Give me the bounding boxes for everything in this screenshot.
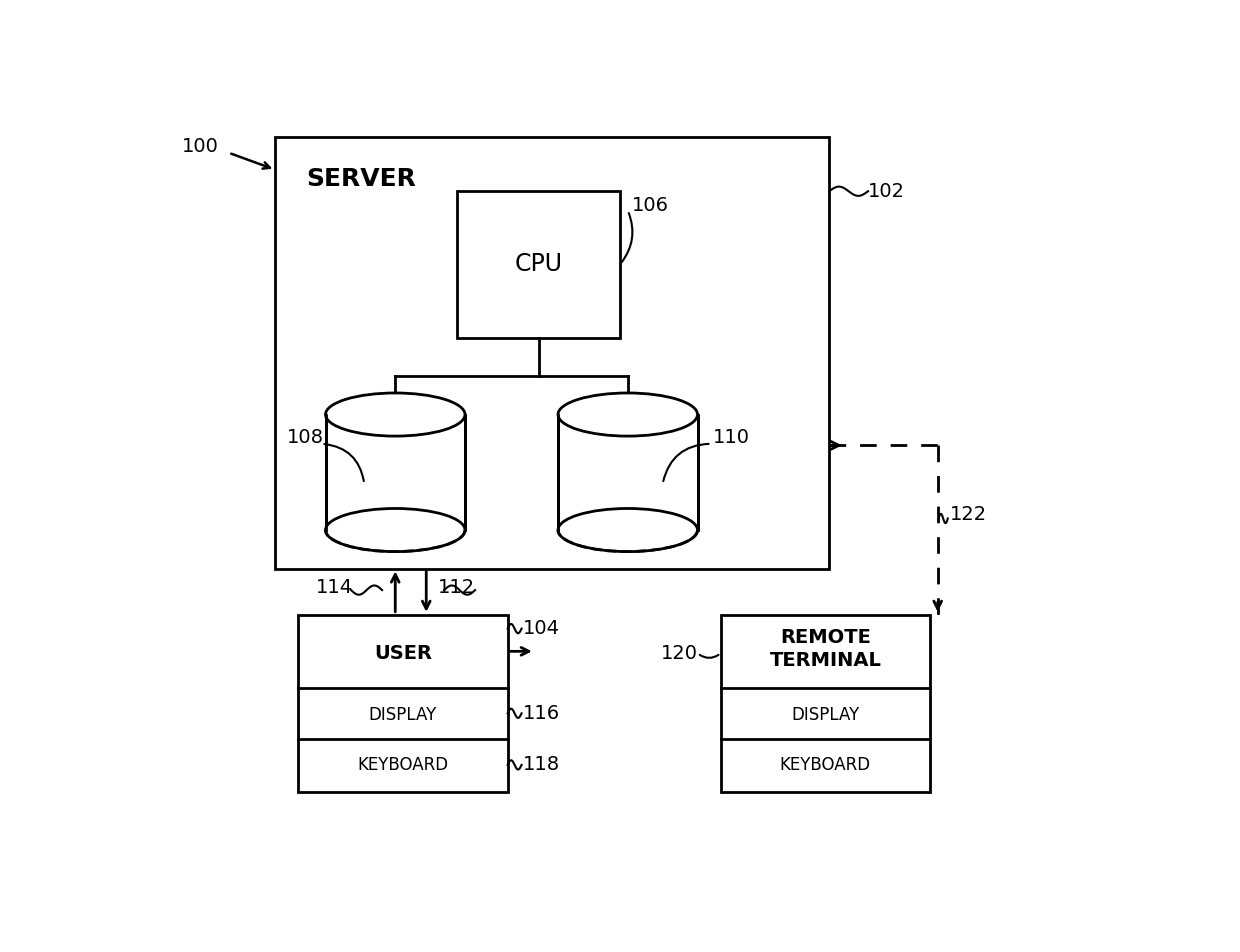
Text: SERVER: SERVER: [306, 167, 415, 190]
Ellipse shape: [558, 508, 697, 551]
Bar: [458, 191, 620, 338]
Bar: [720, 615, 930, 792]
Text: KEYBOARD: KEYBOARD: [780, 756, 870, 774]
Text: 118: 118: [523, 755, 560, 774]
Text: USER: USER: [374, 644, 432, 663]
Ellipse shape: [558, 393, 697, 436]
Text: 120: 120: [661, 644, 697, 663]
Text: REMOTE: REMOTE: [780, 628, 870, 647]
Text: 108: 108: [286, 428, 324, 447]
Text: 114: 114: [316, 578, 353, 597]
Text: 104: 104: [523, 619, 560, 638]
Text: 106: 106: [631, 195, 668, 214]
Text: TERMINAL: TERMINAL: [770, 651, 882, 670]
Text: CPU: CPU: [515, 252, 563, 276]
Ellipse shape: [325, 508, 465, 551]
Text: 116: 116: [523, 704, 560, 723]
Text: 110: 110: [713, 428, 750, 447]
Bar: [275, 137, 830, 568]
Polygon shape: [558, 414, 697, 530]
Bar: [299, 615, 507, 792]
Ellipse shape: [325, 393, 465, 436]
Polygon shape: [325, 414, 465, 530]
Text: 102: 102: [868, 182, 905, 201]
Text: DISPLAY: DISPLAY: [368, 705, 438, 724]
Text: KEYBOARD: KEYBOARD: [357, 756, 449, 774]
Text: DISPLAY: DISPLAY: [791, 705, 859, 724]
Text: 112: 112: [438, 578, 475, 597]
Text: 122: 122: [950, 506, 987, 525]
Text: 100: 100: [182, 137, 219, 156]
